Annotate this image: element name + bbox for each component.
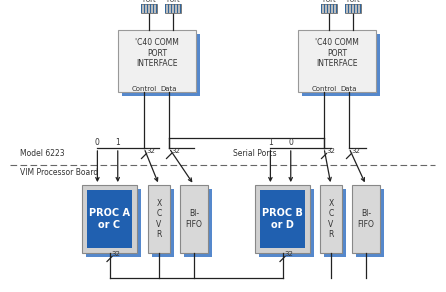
Text: 0: 0 [95, 138, 100, 147]
Bar [86, 189, 141, 257]
Bar [356, 189, 384, 257]
Bar [335, 4, 337, 13]
Bar [345, 4, 347, 13]
Text: Control: Control [311, 86, 337, 92]
Bar [327, 4, 328, 13]
Bar [82, 185, 137, 253]
Text: Data: Data [161, 86, 177, 92]
Text: Serial Ports: Serial Ports [233, 149, 277, 158]
Bar [324, 4, 326, 13]
Bar [330, 4, 331, 13]
Bar [144, 4, 145, 13]
Text: Comm
Port: Comm Port [342, 0, 364, 3]
Bar [359, 4, 361, 13]
Bar [141, 4, 142, 13]
Bar [333, 4, 334, 13]
Text: PROC B
or D: PROC B or D [262, 208, 303, 230]
Bar [354, 4, 355, 13]
Bar [184, 189, 212, 257]
Text: Model 6223: Model 6223 [20, 149, 65, 158]
Text: Comm
Port: Comm Port [138, 0, 160, 3]
Bar [302, 34, 380, 96]
Text: PROC A
or C: PROC A or C [89, 208, 130, 230]
Bar [165, 4, 181, 13]
Bar [180, 4, 181, 13]
Bar [152, 189, 174, 257]
Text: VIM Processor Board: VIM Processor Board [20, 168, 98, 177]
Bar [357, 4, 358, 13]
Bar [141, 4, 157, 13]
Text: 32: 32 [171, 148, 180, 154]
Text: Comm
Port: Comm Port [162, 0, 184, 3]
Bar [320, 185, 342, 253]
Text: 32: 32 [285, 251, 293, 257]
Text: 1: 1 [116, 138, 120, 147]
Text: 32: 32 [146, 148, 155, 154]
Text: BI-
FIFO: BI- FIFO [358, 209, 375, 229]
Bar [177, 4, 178, 13]
Bar [122, 34, 200, 96]
Text: 32: 32 [351, 148, 360, 154]
Bar [321, 4, 337, 13]
Text: X
C
V
R: X C V R [156, 199, 162, 239]
Bar [180, 185, 208, 253]
Bar [345, 4, 361, 13]
Bar [351, 4, 352, 13]
Bar [148, 185, 170, 253]
Bar [118, 30, 196, 92]
Text: 32: 32 [326, 148, 335, 154]
Text: Control: Control [132, 86, 157, 92]
Bar [174, 4, 175, 13]
Text: 1: 1 [268, 138, 273, 147]
Bar [153, 4, 154, 13]
Bar [171, 4, 172, 13]
Bar [260, 190, 305, 248]
Bar [324, 189, 346, 257]
Text: Comm
Port: Comm Port [318, 0, 340, 3]
Bar [352, 185, 380, 253]
Bar [147, 4, 148, 13]
Bar [87, 190, 132, 248]
Bar [156, 4, 157, 13]
Bar [348, 4, 349, 13]
Bar [168, 4, 169, 13]
Text: 32: 32 [112, 251, 120, 257]
Bar [255, 185, 310, 253]
Text: BI-
FIFO: BI- FIFO [186, 209, 202, 229]
Bar [321, 4, 322, 13]
Bar [165, 4, 166, 13]
Text: Data: Data [341, 86, 357, 92]
Bar [298, 30, 376, 92]
Text: 0: 0 [288, 138, 293, 147]
Text: 'C40 COMM
PORT
INTERFACE: 'C40 COMM PORT INTERFACE [135, 38, 179, 68]
Text: X
C
V
R: X C V R [328, 199, 334, 239]
Bar [259, 189, 314, 257]
Bar [150, 4, 151, 13]
Text: 'C40 COMM
PORT
INTERFACE: 'C40 COMM PORT INTERFACE [315, 38, 359, 68]
